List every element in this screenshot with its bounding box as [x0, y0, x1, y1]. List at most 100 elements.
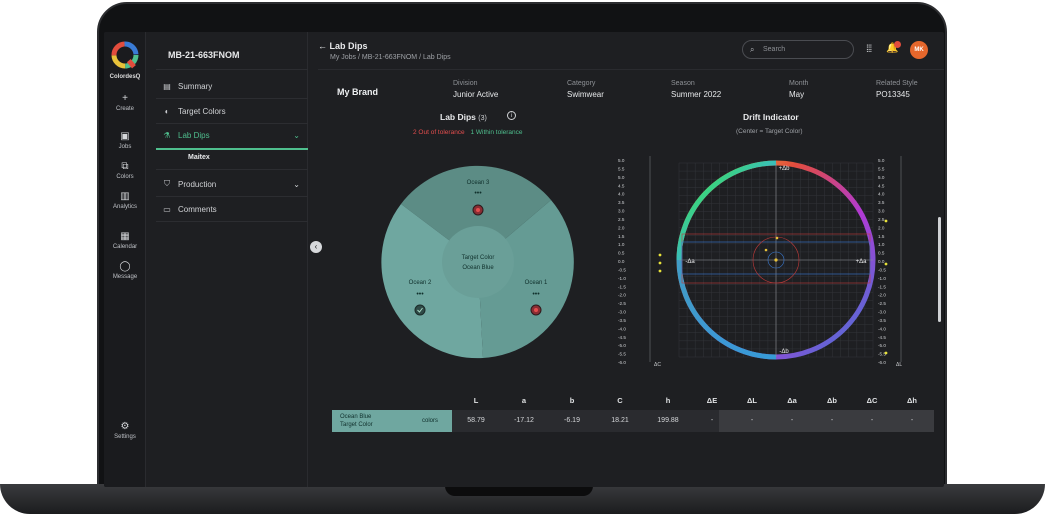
- briefcase-icon: ▣: [120, 131, 130, 142]
- search-placeholder: Search: [763, 46, 786, 53]
- app-screen: ColordesQ + Create ▣ Jobs ⧉ Colors ▥ Ana…: [104, 32, 944, 487]
- info-category: Category Swimwear: [567, 80, 604, 99]
- table-cell: 58.79: [467, 417, 485, 424]
- calendar-button[interactable]: ▦ Calendar: [104, 232, 146, 251]
- top-bar: ← Lab Dips My Jobs / MB-21-663FNOM / Lab…: [318, 32, 944, 70]
- tick-label: 4.0: [618, 192, 625, 197]
- table-header: ΔC: [866, 396, 878, 405]
- info-label: Division: [453, 80, 478, 87]
- lab-dips-title: Lab Dips (3): [440, 112, 487, 122]
- page-title: Lab Dips: [329, 41, 368, 51]
- delta-cells-bg: [719, 410, 934, 432]
- tick-label: 5.0: [618, 175, 625, 180]
- sidebar-item-comments[interactable]: ▭ Comments: [156, 197, 306, 221]
- sidebar-item-label: Target Colors: [178, 106, 226, 116]
- color-name: Ocean Blue: [340, 414, 372, 420]
- create-button[interactable]: + Create: [104, 93, 146, 113]
- info-label: Season: [671, 80, 695, 87]
- axis-plus-b-label: +Δb: [779, 166, 791, 172]
- axis-plus-a-label: +Δa: [856, 259, 868, 265]
- sidebar-item-label: Comments: [178, 204, 217, 214]
- tick-label: -3.0: [618, 310, 626, 315]
- color-name-cell: Ocean Blue Target Color colors: [332, 410, 452, 432]
- table-cell: -: [870, 417, 874, 424]
- avatar[interactable]: MK: [910, 41, 928, 59]
- analytics-button[interactable]: ▥ Analytics: [104, 192, 146, 211]
- segment-menu-ocean-2[interactable]: •••: [416, 291, 424, 298]
- tick-label: -3.5: [618, 318, 626, 323]
- sidebar-item-production[interactable]: ⛉ Production ⌄: [156, 172, 306, 196]
- table-row[interactable]: Ocean Blue Target Color colors 58.79 -17…: [332, 410, 934, 432]
- divider: [156, 221, 308, 222]
- tick-label: -2.0: [878, 293, 886, 298]
- gear-icon: ⚙: [120, 421, 130, 432]
- sidebar-subitem-maitex[interactable]: Maitex: [188, 154, 210, 161]
- nav-rail: ColordesQ + Create ▣ Jobs ⧉ Colors ▥ Ana…: [104, 32, 146, 487]
- tick-label: 2.0: [618, 225, 625, 230]
- hue-wheel-left: [676, 160, 777, 261]
- info-label: Category: [567, 80, 596, 87]
- right-axis-label: ΔL: [896, 362, 902, 368]
- table-header: a: [521, 396, 527, 405]
- tick-label: 3.0: [618, 209, 625, 214]
- bell-icon[interactable]: 🔔: [886, 43, 899, 54]
- job-sidebar: MB-21-663FNOM ▤ Summary ◐ Target Colors …: [146, 32, 308, 487]
- tick-label: -4.0: [878, 326, 886, 331]
- table-header: ΔE: [706, 396, 718, 405]
- pie-segment-ocean-1[interactable]: [478, 200, 574, 358]
- sample-point: [764, 248, 768, 252]
- flask-icon: ⚗: [163, 130, 171, 140]
- search-icon: ⌕: [750, 45, 755, 54]
- status-within-icon: [414, 304, 426, 316]
- apps-grid-icon[interactable]: ⁞⁞⁞: [866, 44, 872, 55]
- sidebar-item-lab-dips[interactable]: ⚗ Lab Dips ⌄: [156, 123, 306, 147]
- breadcrumb[interactable]: My Jobs / MB-21-663FNOM / Lab Dips: [330, 54, 451, 61]
- table-cell: -: [910, 417, 914, 424]
- colors-button[interactable]: ⧉ Colors: [104, 162, 146, 181]
- chevron-down-icon: ⌄: [293, 179, 300, 189]
- message-button[interactable]: ◯ Message: [104, 262, 146, 281]
- info-month: Month May: [789, 80, 808, 99]
- segment-menu-ocean-3[interactable]: •••: [474, 190, 482, 197]
- info-label: Related Style: [876, 80, 918, 87]
- table-cell: -: [830, 417, 834, 424]
- tick-label: -5.0: [878, 343, 886, 348]
- tick-label: 0.5: [618, 251, 625, 256]
- message-label: Message: [112, 274, 138, 280]
- sample-point: [775, 236, 779, 240]
- segment-label-ocean-3: Ocean 3: [467, 180, 490, 186]
- pie-segment-ocean-2[interactable]: [381, 204, 483, 359]
- divider: [156, 69, 308, 70]
- tick-label: -3.5: [878, 318, 886, 323]
- tick-label: -4.0: [618, 326, 626, 331]
- sidebar-item-target-colors[interactable]: ◐ Target Colors: [156, 99, 306, 123]
- info-related-style: Related Style PO13345: [876, 80, 918, 99]
- segment-menu-ocean-1[interactable]: •••: [532, 291, 540, 298]
- center-label-target: Target Color: [462, 255, 495, 261]
- colors-select[interactable]: colors: [421, 418, 438, 424]
- tick-label: -2.5: [618, 301, 626, 306]
- search-input[interactable]: ⌕ Search: [742, 40, 854, 59]
- colordesq-logo: [111, 41, 139, 69]
- divider: [156, 169, 308, 170]
- drift-subtitle: (Center = Target Color): [736, 128, 803, 135]
- tick-label: 3.5: [618, 200, 625, 205]
- jobs-button[interactable]: ▣ Jobs: [104, 131, 146, 151]
- analytics-label: Analytics: [112, 204, 137, 210]
- left-tick-labels: 5.0 5.5 5.0 4.5 4.0 3.5 3.0 2.5 2.0 1.5 1.0 0.5 0.0 -…: [618, 158, 626, 365]
- settings-button[interactable]: ⚙ Settings: [104, 421, 146, 441]
- sidebar-item-summary[interactable]: ▤ Summary: [156, 74, 306, 98]
- collapse-sidebar-button[interactable]: ‹: [310, 241, 322, 253]
- tick-label: -5.5: [878, 352, 886, 357]
- plus-icon: +: [122, 93, 128, 104]
- scrollbar[interactable]: [938, 217, 941, 322]
- tick-label: 5.0: [618, 158, 625, 163]
- out-of-tolerance-text: 2 Out of tolerance: [413, 129, 465, 136]
- info-value: Junior Active: [453, 90, 499, 99]
- tick-label: 1.5: [618, 234, 625, 239]
- tick-label: 2.5: [878, 217, 885, 222]
- back-button[interactable]: ← Lab Dips: [318, 41, 368, 51]
- tick-label: -4.5: [618, 335, 626, 340]
- info-icon[interactable]: i: [507, 111, 516, 120]
- tick-label: 0.0: [878, 259, 885, 264]
